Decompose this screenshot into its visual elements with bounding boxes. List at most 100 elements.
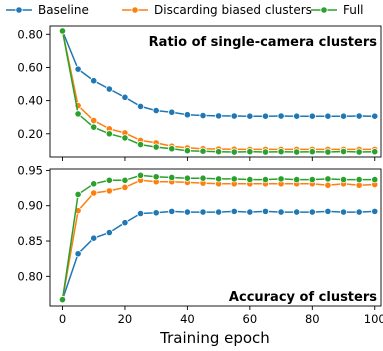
bottom-point-baseline [199, 208, 207, 216]
bottom-point-baseline [230, 207, 238, 215]
bottom-xtick-label: 60 [243, 312, 258, 326]
bottom-point-full [355, 175, 363, 184]
bottom-point-full [339, 175, 348, 184]
top-point-baseline [168, 108, 176, 116]
bottom-point-full [261, 175, 270, 184]
top-point-baseline [152, 106, 160, 115]
bottom-point-full [183, 174, 191, 182]
top-point-full [339, 147, 348, 156]
bottom-point-baseline [74, 250, 82, 258]
panel-bottom-title: Accuracy of clusters [229, 290, 377, 305]
bottom-ytick-label: 0.85 [17, 234, 43, 248]
bottom-point-baseline [261, 207, 270, 215]
bottom-xtick-label: 0 [59, 312, 66, 326]
top-point-full [105, 130, 113, 138]
bottom-series-line-baseline [61, 210, 375, 300]
bottom-point-discarding [105, 187, 113, 195]
top-point-full [136, 140, 145, 149]
top-point-baseline [136, 102, 145, 111]
top-point-full [308, 148, 316, 156]
bottom-point-baseline [355, 208, 363, 216]
top-point-baseline [339, 112, 348, 120]
bottom-point-full [168, 173, 176, 182]
panel-bottom-frame [49, 168, 382, 307]
bottom-point-discarding [121, 183, 129, 191]
bottom-series-line-discarding [61, 179, 375, 300]
legend-item-full: Full [311, 3, 364, 17]
top-point-full [230, 148, 238, 156]
bottom-xtick-label: 40 [180, 312, 195, 326]
top-ytick-label: 0.40 [17, 94, 43, 108]
bottom-point-baseline [277, 208, 285, 216]
legend-label-discarding: Discarding biased clusters [154, 3, 312, 17]
top-ytick-label: 0.20 [17, 127, 43, 141]
panel-top-frame [49, 25, 382, 158]
bottom-point-full [215, 175, 223, 183]
top-point-baseline [90, 77, 98, 85]
top-point-baseline [199, 111, 207, 120]
top-point-full [183, 147, 191, 155]
panel-top-title: Ratio of single-camera clusters [149, 35, 378, 50]
bottom-point-baseline [339, 208, 348, 216]
bottom-point-full [90, 180, 98, 188]
bottom-point-baseline [371, 207, 379, 215]
top-point-baseline [105, 85, 113, 93]
bottom-point-baseline [105, 228, 113, 237]
top-point-baseline [308, 112, 316, 120]
top-point-full [121, 134, 129, 142]
top-point-full [152, 143, 160, 151]
top-point-full [58, 27, 67, 35]
top-point-full [261, 148, 270, 156]
bottom-point-baseline [90, 234, 98, 242]
top-point-baseline [230, 112, 238, 120]
top-point-full [324, 148, 332, 156]
panel-top-marks: 0.20 0.40 0.60 0.80 [17, 27, 379, 161]
bottom-point-baseline [168, 207, 176, 215]
bottom-point-baseline [152, 209, 160, 217]
bottom-ytick-label: 0.90 [17, 199, 43, 213]
panel-bottom: 0.80 0.85 0.90 0.95 0 20 40 60 80 100 Accuracy of… [17, 163, 383, 347]
bottom-point-full [152, 173, 160, 181]
bottom-xtick-label: 80 [305, 312, 320, 326]
top-point-baseline [277, 112, 285, 120]
panel-bottom-marks: 0.80 0.85 0.90 0.95 0 20 40 60 80 100 [17, 163, 383, 326]
bottom-point-full [371, 175, 379, 184]
top-point-baseline [261, 112, 270, 120]
bottom-point-full [58, 296, 67, 304]
top-point-full [371, 148, 379, 156]
top-point-full [199, 147, 207, 155]
bottom-point-full [121, 176, 129, 184]
bottom-ytick-label: 0.80 [17, 269, 43, 283]
bottom-point-full [105, 176, 113, 184]
bottom-point-full [277, 175, 285, 183]
bottom-point-baseline [324, 207, 332, 215]
top-point-full [293, 148, 301, 156]
top-ytick-label: 0.60 [17, 60, 43, 74]
x-axis-label: Training epoch [159, 329, 270, 347]
bottom-point-baseline [308, 208, 316, 216]
legend-item-baseline: Baseline [6, 3, 89, 17]
top-point-full [277, 148, 285, 156]
top-point-baseline [324, 112, 332, 120]
legend-label-full: Full [343, 3, 364, 17]
bottom-point-full [136, 171, 145, 179]
legend-label-baseline: Baseline [38, 3, 89, 17]
top-point-baseline [293, 112, 301, 120]
bottom-xtick-label: 20 [118, 312, 133, 326]
legend-item-discarding: Discarding biased clusters [122, 3, 312, 17]
bottom-ytick-label: 0.95 [17, 163, 43, 177]
top-point-baseline [74, 65, 82, 73]
top-point-full [90, 123, 98, 131]
bottom-point-full [199, 174, 207, 182]
top-point-discarding [90, 116, 98, 125]
bottom-point-full [324, 175, 332, 183]
legend: Baseline Discarding biased clusters Full [6, 3, 364, 17]
top-point-baseline [215, 112, 223, 120]
bottom-point-baseline [121, 219, 129, 227]
top-ytick-label: 0.80 [17, 27, 43, 41]
bottom-point-discarding [90, 189, 98, 197]
top-point-baseline [121, 93, 129, 101]
top-point-baseline [183, 111, 191, 119]
bottom-point-full [74, 190, 82, 199]
